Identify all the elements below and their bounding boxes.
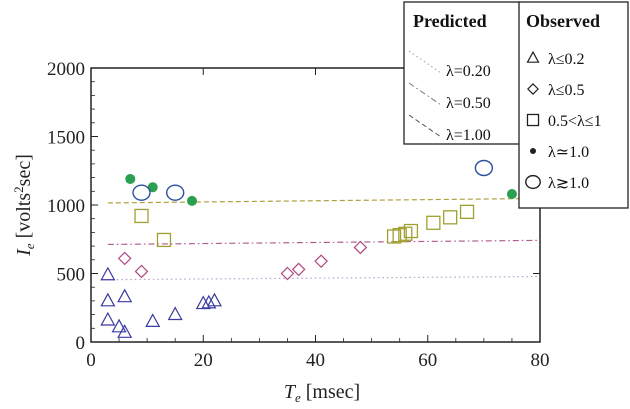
legend-marker [527, 83, 539, 95]
data-point [134, 264, 149, 279]
x-tick-label: 60 [418, 350, 437, 371]
data-point [132, 184, 151, 201]
data-point [353, 240, 368, 255]
legend-entry-label: λ≤0.5 [548, 82, 585, 99]
legend-observed: Observed λ≤0.2 λ≤0.5 0.5<λ≤1 λ≃1.0 λ≳1.0 [518, 1, 629, 209]
data-point [125, 173, 136, 184]
legend-marker [526, 50, 540, 63]
data-point [314, 254, 328, 269]
data-point [156, 232, 172, 248]
y-axis-label: Ie [volts2sec] [11, 154, 37, 257]
data-point [117, 251, 132, 266]
data-point [291, 262, 306, 277]
legend-predicted-box [403, 1, 521, 145]
legend-entry-label: λ=1.00 [446, 127, 491, 144]
data-point [398, 226, 413, 241]
legend-entry-label: λ≳1.0 [548, 175, 589, 192]
x-tick-label: 40 [306, 350, 325, 371]
data-point [100, 266, 116, 281]
legend-entry-label: 0.5<λ≤1 [548, 113, 602, 130]
legend-predicted-title: Predicted [413, 11, 487, 31]
legend-observed-box [518, 1, 629, 209]
legend-line-sample [408, 82, 442, 106]
legend-observed-title: Observed [526, 11, 600, 31]
data-point [474, 159, 494, 177]
x-tick-label: 80 [531, 350, 550, 371]
data-point [459, 204, 475, 220]
data-point [165, 184, 185, 201]
legend-marker [526, 113, 540, 127]
legend-predicted: Predicted λ=0.20 λ=0.50 λ=1.00 [403, 1, 521, 145]
legend-entry-label: λ=0.50 [446, 95, 491, 112]
data-point [117, 324, 133, 338]
data-point [111, 318, 127, 333]
data-point [201, 294, 217, 309]
predicted-line [107, 197, 541, 204]
data-point [187, 195, 198, 206]
data-point [392, 227, 407, 243]
x-tick-label: 20 [194, 350, 213, 371]
data-point [100, 311, 116, 326]
legend-entry-label: λ=0.20 [446, 63, 491, 80]
data-point [426, 215, 441, 230]
predicted-line [107, 239, 541, 246]
data-point [167, 306, 183, 321]
data-point [100, 292, 116, 307]
y-tick-label: 2000 [47, 59, 85, 80]
data-point [117, 288, 133, 303]
y-tick-label: 500 [57, 265, 86, 286]
data-point [206, 292, 222, 307]
legend-line-sample [408, 114, 442, 138]
data-point [145, 313, 161, 327]
data-point [195, 295, 211, 310]
legend-entry-label: λ≃1.0 [548, 144, 589, 161]
data-point [147, 182, 158, 193]
data-point [443, 210, 458, 225]
axis-ticks: 0 20 40 60 80 0 500 1000 1500 2000 [47, 59, 550, 371]
y-tick-label: 0 [76, 333, 86, 354]
data-points [100, 159, 517, 338]
data-point [386, 229, 402, 244]
x-axis-label: Te [msec] [284, 381, 360, 405]
legend-marker [525, 174, 541, 190]
y-tick-label: 1000 [47, 196, 85, 217]
x-tick-label: 0 [86, 350, 96, 371]
data-point [280, 266, 295, 281]
predicted-line [107, 275, 541, 281]
legend-line-sample [408, 50, 442, 74]
predicted-lines [107, 197, 541, 281]
legend-entry-label: λ≤0.2 [548, 51, 585, 68]
y-tick-label: 1500 [47, 128, 85, 149]
data-point [134, 208, 149, 224]
data-point [403, 223, 419, 239]
legend-marker [530, 148, 536, 154]
data-point [506, 189, 517, 200]
